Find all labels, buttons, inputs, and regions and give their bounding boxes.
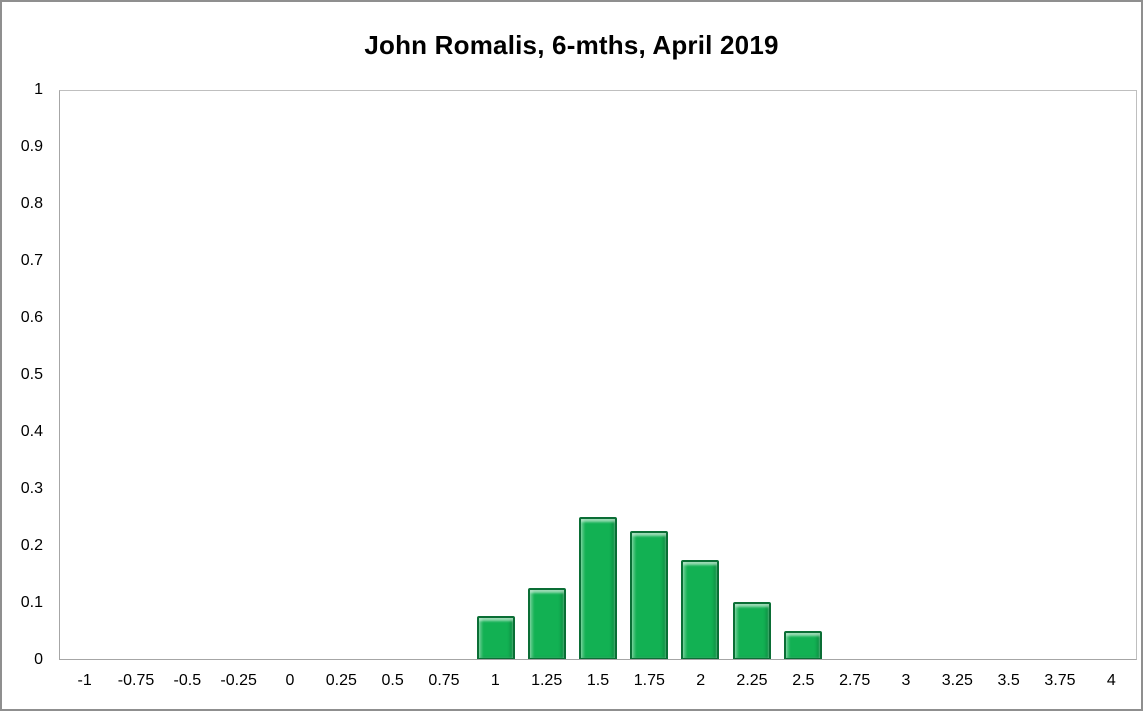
y-tick-label: 0.1 (20, 594, 43, 611)
x-tick-label: 0.75 (428, 672, 460, 689)
x-tick-label: 2.5 (792, 672, 815, 689)
x-tick-label: -1 (77, 672, 92, 689)
y-tick-label: 0.6 (20, 309, 43, 326)
chart-title: John Romalis, 6-mths, April 2019 (364, 30, 779, 60)
bar (476, 616, 515, 659)
bar (681, 559, 720, 659)
x-tick-label: 1.75 (633, 672, 665, 689)
bar (579, 517, 617, 659)
bar (732, 602, 771, 659)
bar (630, 531, 669, 659)
x-tick-label: 0.5 (381, 672, 404, 689)
x-tick-label: -0.25 (220, 672, 257, 689)
x-tick-label: 3.25 (941, 672, 973, 689)
y-tick-label: 1 (34, 81, 43, 98)
x-tick-label: -0.75 (117, 672, 155, 689)
x-tick-label: 3.75 (1044, 672, 1076, 689)
x-tick-label: 4 (1106, 672, 1116, 689)
y-tick-label: 0.2 (20, 537, 43, 554)
x-tick-label: 2.75 (839, 672, 871, 689)
x-tick-label: 1.5 (586, 672, 610, 689)
y-tick-label: 0.8 (20, 195, 43, 212)
x-tick-label: 1 (490, 672, 500, 689)
x-axis: -1 -0.75 -0.5 -0.25 0 0.25 0.5 0.75 1 1.25 1.5 1.75… (59, 668, 1137, 694)
y-tick-label: 0.7 (20, 252, 43, 269)
y-tick-label: 0.4 (20, 423, 43, 440)
plot-area (59, 90, 1137, 660)
bar (527, 588, 566, 659)
y-tick-label: 0 (34, 651, 43, 668)
x-tick-label: 3 (901, 672, 911, 689)
y-axis: 0 0.1 0.2 0.3 0.4 0.5 0.6 0.7 0.8 0.9 1 (2, 81, 51, 668)
x-tick-label: 2 (696, 672, 706, 689)
x-tick-label: 1.25 (531, 672, 563, 689)
y-tick-label: 0.5 (20, 366, 43, 383)
x-tick-label: -0.5 (173, 672, 202, 689)
y-tick-label: 0.3 (20, 480, 43, 497)
y-tick-label: 0.9 (20, 138, 43, 155)
x-tick-label: 2.25 (736, 672, 768, 689)
bar (783, 630, 822, 659)
x-tick-label: 0.25 (325, 672, 357, 689)
x-tick-label: 3.5 (997, 672, 1020, 689)
x-tick-label: 0 (285, 672, 295, 689)
